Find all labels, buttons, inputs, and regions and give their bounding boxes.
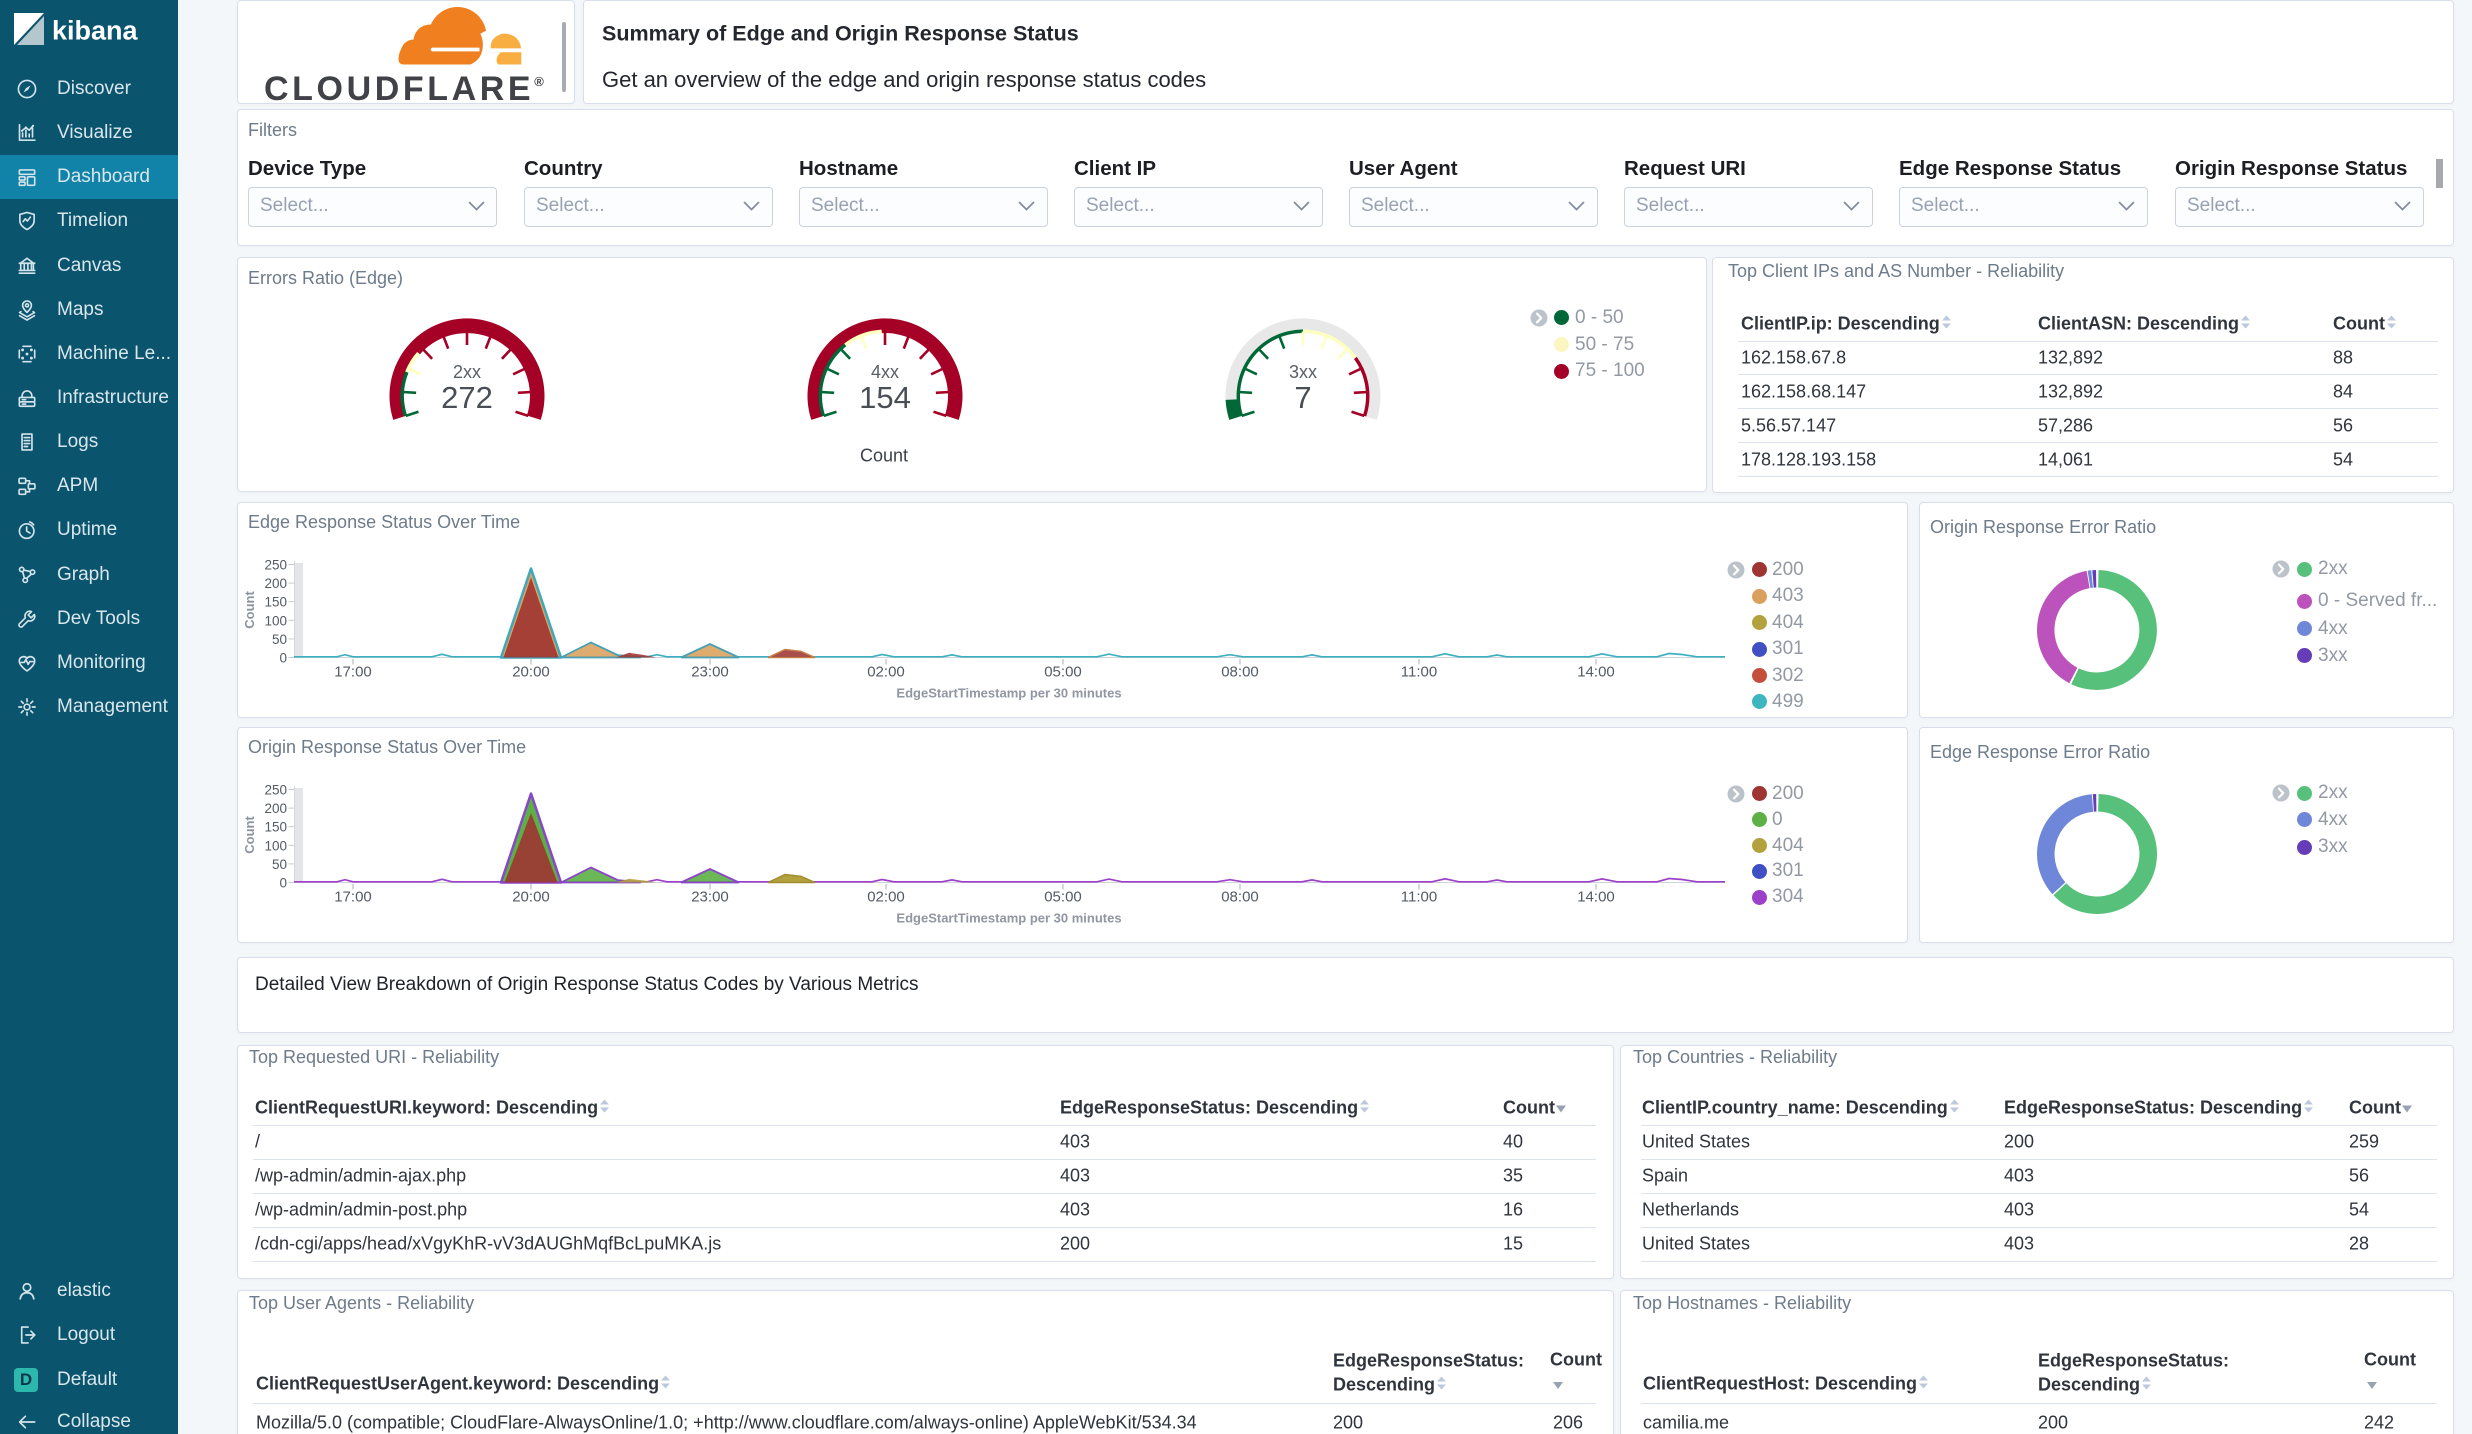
svg-text:02:00: 02:00: [867, 889, 905, 906]
svg-text:7: 7: [1294, 380, 1311, 415]
svg-text:08:00: 08:00: [1221, 664, 1259, 681]
svg-text:05:00: 05:00: [1044, 664, 1082, 681]
svg-text:100: 100: [264, 613, 287, 628]
svg-text:50: 50: [272, 632, 287, 647]
svg-text:17:00: 17:00: [334, 889, 372, 906]
svg-text:2xx: 2xx: [453, 362, 481, 382]
svg-text:154: 154: [859, 380, 911, 415]
svg-text:Count: Count: [242, 591, 257, 629]
svg-text:14:00: 14:00: [1577, 664, 1615, 681]
svg-text:Count: Count: [242, 816, 257, 854]
svg-text:EdgeStartTimestamp per 30 minu: EdgeStartTimestamp per 30 minutes: [896, 686, 1121, 701]
svg-text:05:00: 05:00: [1044, 889, 1082, 906]
svg-text:23:00: 23:00: [691, 664, 729, 681]
svg-text:150: 150: [264, 820, 287, 835]
svg-text:14:00: 14:00: [1577, 889, 1615, 906]
svg-text:EdgeStartTimestamp per 30 minu: EdgeStartTimestamp per 30 minutes: [896, 911, 1121, 926]
svg-text:50: 50: [272, 857, 287, 872]
svg-text:0: 0: [279, 876, 287, 891]
svg-text:150: 150: [264, 595, 287, 610]
svg-text:11:00: 11:00: [1401, 889, 1437, 906]
svg-text:200: 200: [264, 576, 287, 591]
svg-text:08:00: 08:00: [1221, 889, 1259, 906]
svg-text:272: 272: [441, 380, 493, 415]
svg-text:200: 200: [264, 801, 287, 816]
svg-text:20:00: 20:00: [512, 664, 550, 681]
svg-text:17:00: 17:00: [334, 664, 372, 681]
svg-text:250: 250: [264, 783, 287, 798]
svg-text:20:00: 20:00: [512, 889, 550, 906]
svg-text:23:00: 23:00: [691, 889, 729, 906]
svg-text:0: 0: [279, 651, 287, 666]
svg-text:11:00: 11:00: [1401, 664, 1437, 681]
svg-text:250: 250: [264, 558, 287, 573]
svg-text:100: 100: [264, 838, 287, 853]
svg-text:02:00: 02:00: [867, 664, 905, 681]
svg-text:4xx: 4xx: [871, 362, 899, 382]
svg-text:3xx: 3xx: [1289, 362, 1317, 382]
